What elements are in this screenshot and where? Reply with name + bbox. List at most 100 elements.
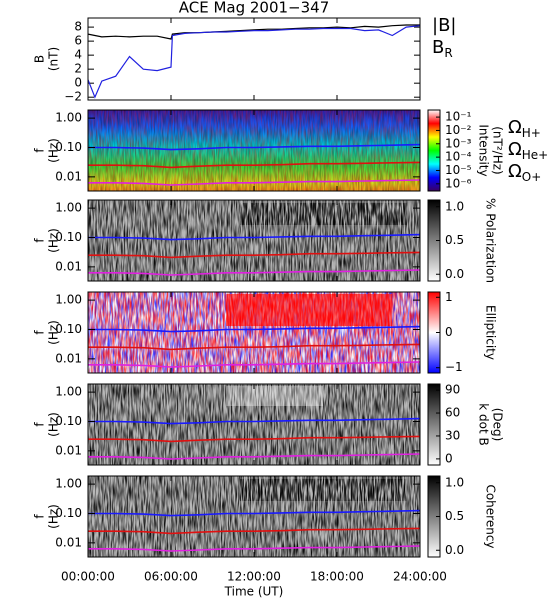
y-axis-label: (Hz): [47, 138, 61, 163]
colorbar-tick-label: 10⁻¹: [445, 110, 472, 124]
y-axis-label: (Hz): [47, 320, 61, 345]
x-tick-label: 06:00:00: [144, 570, 198, 584]
spectrogram-image: [88, 200, 420, 281]
colorbar-label: Intensity: [477, 124, 491, 176]
colorbar-tick-label: 10⁻³: [445, 136, 472, 150]
series-line: [88, 143, 421, 151]
colorbar-tick-label: 60: [445, 406, 460, 420]
legend-label: BR: [432, 37, 453, 60]
y-tick-label: 0: [74, 76, 82, 90]
y-tick-label: 0.10: [55, 322, 82, 336]
y-tick-label: 0.10: [55, 414, 82, 428]
legend-label: ΩH+: [508, 117, 541, 140]
series-line: [88, 545, 421, 552]
legend-label: ΩHe+: [508, 139, 548, 162]
series-line: [87, 24, 420, 40]
series-line: [88, 343, 421, 351]
x-tick-label: 00:00:00: [61, 570, 115, 584]
colorbar-label: Coherency: [484, 484, 498, 548]
series-line: [88, 453, 421, 460]
spectrogram-noise: [88, 384, 420, 465]
y-tick-label: 0.10: [55, 230, 82, 244]
series-line: [88, 179, 421, 186]
y-tick-label: 1.00: [55, 293, 82, 307]
x-tick-label: 12:00:00: [227, 570, 281, 584]
series-line: [87, 25, 421, 99]
series-line: [88, 435, 421, 443]
y-tick-label: 8: [74, 20, 82, 34]
spectrogram-image: [88, 292, 420, 373]
colorbar-tick-label: 0.0: [445, 267, 464, 281]
y-axis-label: f: [33, 238, 47, 243]
series-line: [88, 269, 421, 276]
series-line: [88, 233, 421, 241]
colorbar-tick-label: 10⁻⁵: [445, 163, 472, 177]
y-tick-label: 0.01: [55, 443, 82, 457]
spectrogram-noise: [240, 203, 407, 225]
y-tick-label: 1.00: [55, 201, 82, 215]
y-axis-label: f: [33, 514, 47, 519]
y-axis-label: (Hz): [47, 504, 61, 529]
series-line: [88, 325, 421, 333]
colorbar-tick-label: 0.5: [445, 233, 464, 247]
legend-label: |B|: [432, 15, 456, 36]
y-axis-label: f: [33, 148, 47, 153]
spectrogram-noise: [88, 110, 420, 191]
colorbar-tick-label: 1.0: [445, 475, 464, 489]
colorbar-tick-label: 90: [445, 383, 460, 397]
colorbar-tick-label: 0: [445, 325, 453, 339]
series-line: [88, 251, 421, 259]
colorbar-label: Ellipticity: [484, 305, 498, 360]
colorbar-label: % Polarization: [484, 198, 498, 283]
spectrogram-image: [88, 110, 420, 191]
colorbar-label: (nT²/Hz): [491, 126, 505, 174]
series-line: [88, 417, 421, 425]
y-axis-label: (Hz): [47, 412, 61, 437]
series-line: [88, 509, 421, 517]
spectrogram-noise: [226, 294, 393, 326]
colorbar: [427, 109, 441, 192]
y-tick-label: 0.01: [55, 169, 82, 183]
colorbar-label: (Deg): [491, 408, 505, 442]
x-tick-label: 18:00:00: [310, 570, 364, 584]
colorbar-tick-label: 0.0: [445, 543, 464, 557]
y-tick-label: 0.10: [55, 140, 82, 154]
spectrogram-patch: [226, 386, 324, 406]
colorbar-tick-label: 30: [445, 428, 460, 442]
y-axis-label: B: [33, 55, 47, 63]
y-tick-label: 2: [74, 62, 82, 76]
y-tick-label: 6: [74, 34, 82, 48]
y-axis-label: f: [33, 330, 47, 335]
y-axis-label: f: [33, 422, 47, 427]
colorbar-tick-label: 10⁻²: [445, 123, 472, 137]
x-axis-label: Time (UT): [224, 585, 284, 599]
y-tick-label: 1.00: [55, 477, 82, 491]
y-tick-label: 0.01: [55, 259, 82, 273]
series-line: [88, 161, 421, 169]
y-axis-label: (nT): [47, 47, 61, 71]
y-tick-label: 1.00: [55, 385, 82, 399]
spectrogram-image: [88, 384, 420, 465]
y-tick-label: 0.10: [55, 506, 82, 520]
y-tick-label: 0.01: [55, 351, 82, 365]
colorbar-tick-label: −1: [445, 360, 463, 374]
colorbar-tick-label: 10⁻⁴: [445, 150, 472, 164]
colorbar-tick-label: 1: [445, 290, 453, 304]
colorbar-tick-label: 0: [445, 451, 453, 465]
legend-label: ΩO+: [508, 161, 541, 184]
y-tick-label: 0.01: [55, 535, 82, 549]
colorbar: [427, 383, 441, 466]
series-line: [88, 527, 421, 535]
y-tick-label: −2: [64, 90, 82, 104]
spectrogram-noise: [240, 479, 407, 501]
series-line: [88, 361, 421, 368]
chart-title: ACE Mag 2001−347: [179, 0, 330, 17]
spectrogram-image: [88, 476, 420, 557]
y-tick-label: 4: [74, 48, 82, 62]
colorbar-label: k dot B: [477, 403, 491, 445]
colorbar-tick-label: 10⁻⁶: [445, 176, 472, 190]
y-tick-label: 1.00: [55, 111, 82, 125]
y-axis-label: (Hz): [47, 228, 61, 253]
x-tick-label: 24:00:00: [393, 570, 447, 584]
